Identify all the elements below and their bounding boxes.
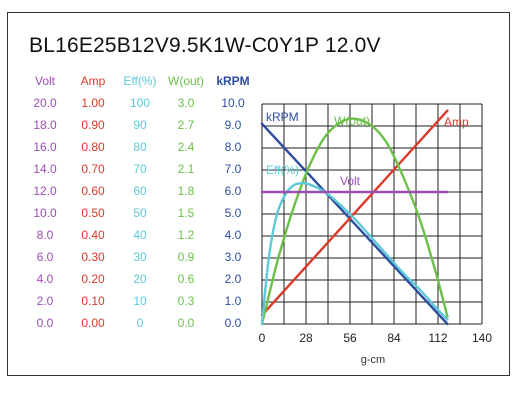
tick-label-amp: 0.60 bbox=[81, 184, 105, 198]
tick-label-krpm: 4.0 bbox=[224, 228, 242, 242]
tick-label-volt: 20.0 bbox=[33, 96, 57, 110]
chart-frame bbox=[7, 12, 510, 376]
tick-label-krpm: 6.0 bbox=[224, 184, 242, 198]
series-line-amp bbox=[260, 109, 449, 317]
tick-label-amp: 0.10 bbox=[81, 294, 105, 308]
tick-label-wout: 2.7 bbox=[177, 118, 195, 132]
chart-title: BL16E25B12V9.5K1W-C0Y1P 12.0V bbox=[29, 34, 381, 57]
tick-label-wout: 1.5 bbox=[177, 206, 195, 220]
tick-label-eff: 40 bbox=[133, 228, 147, 242]
tick-label-wout: 0.6 bbox=[177, 272, 195, 286]
series-label-volt: Volt bbox=[340, 174, 361, 188]
tick-label-eff: 60 bbox=[133, 184, 147, 198]
tick-label-wout: 0.9 bbox=[177, 250, 195, 264]
x-tick-label: 28 bbox=[299, 331, 313, 345]
tick-label-volt: 6.0 bbox=[36, 250, 54, 264]
tick-label-eff: 100 bbox=[129, 96, 151, 110]
series-label-amp: Amp bbox=[444, 115, 469, 129]
series-label-eff: Eff(%) bbox=[266, 163, 299, 177]
tick-label-krpm: 5.0 bbox=[224, 206, 242, 220]
tick-label-volt: 12.0 bbox=[33, 184, 57, 198]
tick-label-eff: 70 bbox=[133, 162, 147, 176]
column-header-wout: W(out) bbox=[168, 74, 204, 88]
series-line-krpm bbox=[260, 122, 449, 326]
series-label-krpm: kRPM bbox=[266, 110, 299, 124]
tick-label-eff: 30 bbox=[133, 250, 147, 264]
tick-label-eff: 50 bbox=[133, 206, 147, 220]
tick-label-amp: 0.40 bbox=[81, 228, 105, 242]
tick-label-wout: 0.0 bbox=[177, 316, 195, 330]
x-tick-label: 112 bbox=[428, 331, 447, 345]
tick-label-volt: 16.0 bbox=[33, 140, 57, 154]
tick-label-volt: 4.0 bbox=[36, 272, 54, 286]
column-header-amp: Amp bbox=[80, 74, 106, 88]
column-header-eff: Eff(%) bbox=[123, 74, 157, 88]
tick-label-amp: 0.90 bbox=[81, 118, 105, 132]
column-header-volt: Volt bbox=[34, 74, 55, 88]
tick-label-amp: 0.30 bbox=[81, 250, 105, 264]
tick-label-wout: 3.0 bbox=[177, 96, 195, 110]
series-line-eff bbox=[260, 181, 449, 326]
tick-label-volt: 0.0 bbox=[36, 316, 54, 330]
tick-label-krpm: 10.0 bbox=[221, 96, 245, 110]
tick-label-krpm: 0.0 bbox=[224, 316, 242, 330]
tick-label-volt: 8.0 bbox=[36, 228, 54, 242]
tick-label-krpm: 8.0 bbox=[224, 140, 242, 154]
tick-label-amp: 0.20 bbox=[81, 272, 105, 286]
tick-label-eff: 10 bbox=[133, 294, 147, 308]
tick-label-volt: 2.0 bbox=[36, 294, 54, 308]
tick-label-amp: 1.00 bbox=[81, 96, 105, 110]
x-tick-label: 140 bbox=[472, 331, 492, 345]
tick-label-eff: 80 bbox=[133, 140, 147, 154]
tick-label-volt: 14.0 bbox=[33, 162, 57, 176]
tick-label-krpm: 2.0 bbox=[224, 272, 242, 286]
tick-label-eff: 0 bbox=[136, 316, 144, 330]
column-header-krpm: kRPM bbox=[216, 74, 250, 88]
tick-label-krpm: 9.0 bbox=[224, 118, 242, 132]
series-label-wout: W(out) bbox=[334, 114, 370, 128]
tick-label-wout: 0.3 bbox=[177, 294, 195, 308]
x-tick-label: 84 bbox=[387, 331, 401, 345]
tick-label-eff: 20 bbox=[133, 272, 147, 286]
tick-label-wout: 2.4 bbox=[177, 140, 195, 154]
tick-label-amp: 0.00 bbox=[81, 316, 105, 330]
tick-label-krpm: 3.0 bbox=[224, 250, 242, 264]
tick-label-volt: 18.0 bbox=[33, 118, 57, 132]
tick-label-krpm: 7.0 bbox=[224, 162, 242, 176]
tick-label-wout: 2.1 bbox=[177, 162, 195, 176]
tick-label-amp: 0.50 bbox=[81, 206, 105, 220]
series-line-wout bbox=[260, 117, 449, 326]
tick-label-volt: 10.0 bbox=[33, 206, 57, 220]
tick-label-wout: 1.2 bbox=[177, 228, 195, 242]
x-tick-label: 0 bbox=[259, 331, 266, 345]
tick-label-eff: 90 bbox=[133, 118, 147, 132]
tick-label-amp: 0.80 bbox=[81, 140, 105, 154]
x-tick-label: 56 bbox=[343, 331, 357, 345]
tick-label-wout: 1.8 bbox=[177, 184, 195, 198]
x-axis-label: g-cm bbox=[361, 354, 385, 366]
tick-label-krpm: 1.0 bbox=[224, 294, 242, 308]
tick-label-amp: 0.70 bbox=[81, 162, 105, 176]
